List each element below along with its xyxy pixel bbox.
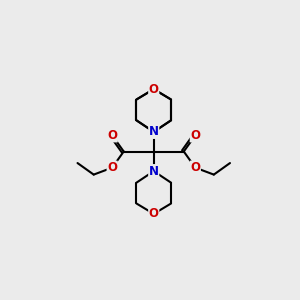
Text: O: O (190, 161, 200, 174)
Text: O: O (149, 207, 159, 220)
Text: O: O (107, 161, 117, 174)
Text: N: N (149, 165, 159, 178)
Text: O: O (107, 129, 117, 142)
Text: N: N (149, 125, 159, 138)
Text: O: O (149, 82, 159, 96)
Text: O: O (190, 129, 200, 142)
